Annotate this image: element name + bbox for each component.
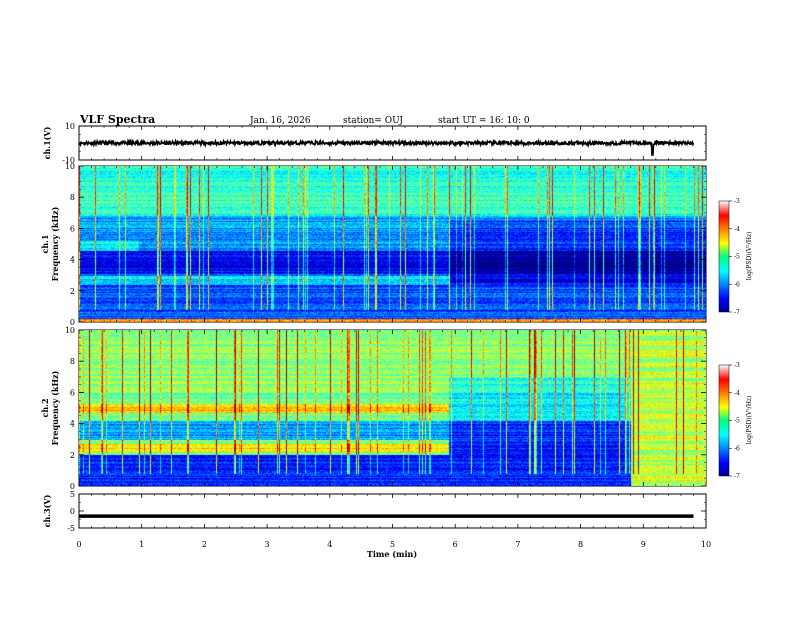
y-tick-label: 2 xyxy=(70,451,75,460)
y-tick-label: 8 xyxy=(70,193,75,202)
x-tick-label: 7 xyxy=(515,540,520,549)
ch2-spectrogram-image xyxy=(79,330,706,486)
ch1-trace xyxy=(78,138,695,156)
ch2-colorbar-label: log(PSD)(V²/Hz) xyxy=(746,396,753,445)
x-tick-label: 8 xyxy=(578,540,583,549)
colorbar-tick-label: -5 xyxy=(734,418,740,425)
x-tick-label: 3 xyxy=(265,540,270,549)
y-tick-label: 2 xyxy=(70,287,75,296)
header-date: Jan. 16, 2026 xyxy=(249,116,311,126)
y-tick-label: 6 xyxy=(70,224,75,233)
ch1-waveform-ylabel: ch.1(V) xyxy=(42,126,52,159)
x-axis-label: Time (min) xyxy=(367,549,417,559)
colorbar-ticks: -3 -4 -5 -6 -7 -3 -4 -5 -6 -7 xyxy=(729,198,740,480)
x-tick-label: 0 xyxy=(76,540,81,549)
ch2-spec-ylabel: ch.2 xyxy=(40,398,50,417)
y-tick-label: 4 xyxy=(70,256,75,265)
y-tick-label: -10 xyxy=(62,156,75,165)
colorbar-tick-label: -7 xyxy=(734,309,740,316)
y-tick-label: 10 xyxy=(65,326,75,335)
ch1-spec-ylabel: ch.1 xyxy=(40,234,50,253)
ch3-waveform-panel xyxy=(78,493,707,529)
ch1-colorbar xyxy=(718,200,730,313)
y-tick-label: 5 xyxy=(70,490,75,499)
y-tick-label: 0 xyxy=(70,318,75,327)
y-tick-label: 4 xyxy=(70,420,75,429)
ch2-spec-ylabel2: Frequency (kHz) xyxy=(50,370,60,445)
colorbar-tick-label: -3 xyxy=(734,362,740,369)
header-start: start UT = 16: 10: 0 xyxy=(438,116,530,126)
y-tick-label: 0 xyxy=(70,482,75,491)
x-tick-label: 1 xyxy=(139,540,144,549)
x-tick-label: 6 xyxy=(453,540,458,549)
ch1-colorbar-label: log(PSD)(V²/Hz) xyxy=(746,232,753,281)
y-tick-label: 8 xyxy=(70,357,75,366)
figure-title: VLF Spectra xyxy=(79,113,155,126)
colorbar-tick-label: -4 xyxy=(734,390,740,397)
colorbar-tick-label: -3 xyxy=(734,198,740,205)
x-tick-label: 5 xyxy=(390,540,395,549)
y-tick-label: 10 xyxy=(65,162,75,171)
y-tick-label: -5 xyxy=(67,524,75,533)
ch1-spec-ylabel2: Frequency (kHz) xyxy=(50,206,60,281)
x-tick-label: 10 xyxy=(701,540,711,549)
colorbar-tick-label: -7 xyxy=(734,473,740,480)
x-tick-label: 4 xyxy=(327,540,332,549)
waveform-line xyxy=(78,138,695,156)
ch3-waveform-ylabel: ch.3(V) xyxy=(42,494,52,527)
colorbar-tick-label: -6 xyxy=(734,445,740,452)
ch1-spectrogram-image xyxy=(79,166,706,322)
y-tick-label: 10 xyxy=(65,122,75,131)
colorbar-tick-label: -6 xyxy=(734,281,740,288)
y-tick-label: 0 xyxy=(70,507,75,516)
x-tick-label: 9 xyxy=(641,540,646,549)
colorbar-tick-label: -5 xyxy=(734,254,740,261)
ch2-colorbar xyxy=(718,364,730,477)
y-tick-label: 6 xyxy=(70,388,75,397)
colorbar-tick-label: -4 xyxy=(734,226,740,233)
x-tick-label: 2 xyxy=(202,540,207,549)
header-station: station= OUJ xyxy=(343,116,403,126)
